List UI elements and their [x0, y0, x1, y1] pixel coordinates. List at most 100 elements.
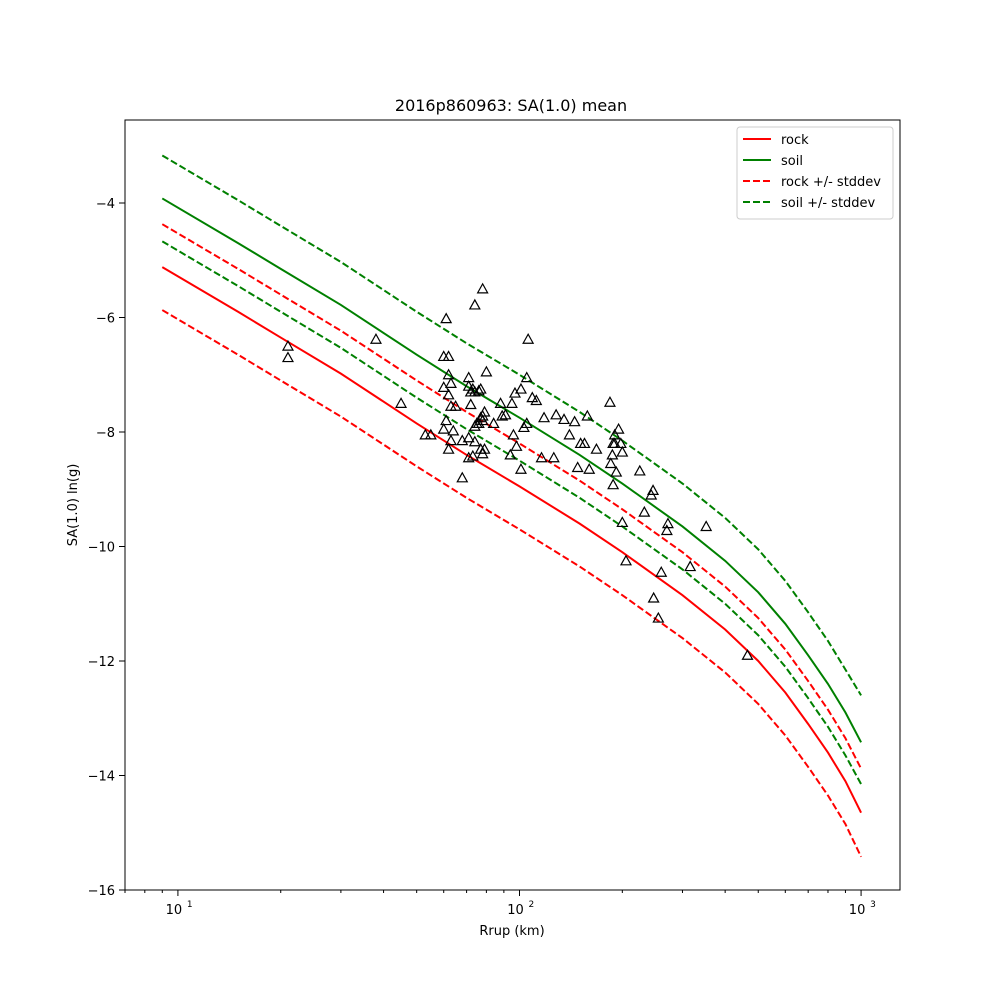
observation-point	[700, 520, 713, 532]
observation-point	[510, 440, 523, 451]
observation-point	[612, 422, 625, 434]
observation-point	[660, 524, 673, 536]
observation-point	[462, 451, 475, 463]
observation-point	[514, 462, 527, 474]
observation-point	[462, 431, 475, 443]
legend-label: rock +/- stddev	[781, 175, 881, 190]
observation-point	[610, 465, 623, 477]
observation-point	[444, 377, 457, 388]
observation-point	[476, 282, 489, 294]
observation-point	[468, 435, 481, 447]
observation-point	[281, 339, 294, 351]
observation-point	[557, 413, 571, 425]
observation-point	[647, 484, 660, 496]
observation-point	[496, 409, 509, 421]
observation-point	[369, 333, 382, 344]
x-axis: 10 1 10 2 10 3	[124, 890, 876, 918]
legend-label: soil +/- stddev	[781, 196, 876, 211]
observation-point	[466, 449, 479, 461]
observation-point	[638, 505, 651, 517]
observation-point	[505, 397, 518, 408]
observation-point	[616, 445, 629, 457]
observation-point	[437, 422, 450, 434]
x-axis-label: Rrup (km)	[479, 924, 544, 939]
observation-point	[661, 517, 674, 529]
x-tick-label-exponent: 3	[870, 900, 876, 910]
legend-box	[736, 126, 894, 220]
observation-point	[578, 437, 591, 449]
observation-point	[424, 428, 437, 440]
x-tick-label: 10	[166, 903, 183, 918]
observation-point	[444, 434, 457, 446]
observation-point	[652, 611, 665, 623]
observation-point	[530, 394, 543, 406]
observation-point	[647, 591, 660, 603]
observation-point	[514, 382, 527, 394]
observation-point	[507, 428, 520, 440]
y-tick-label: −12	[88, 655, 115, 670]
y-tick-label: −6	[96, 312, 115, 327]
observation-point	[538, 411, 551, 423]
observation-point	[571, 461, 584, 473]
plot-frame	[124, 119, 901, 891]
observation-point	[633, 464, 646, 476]
series-line-1	[161, 197, 862, 743]
x-tick-label-exponent: 2	[528, 900, 534, 910]
x-tick-label: 10	[507, 903, 524, 918]
observation-point	[590, 442, 603, 454]
observation-point	[741, 649, 754, 660]
observation-point	[395, 397, 408, 408]
observation-point	[563, 428, 576, 440]
observation-point	[440, 414, 453, 426]
observation-point	[464, 398, 477, 410]
observation-point	[619, 554, 633, 566]
y-axis-label: SA(1.0) ln(g)	[66, 464, 81, 547]
observation-points	[281, 282, 754, 660]
observation-point	[468, 298, 481, 310]
series-line-2	[161, 223, 862, 770]
observation-point	[442, 368, 455, 380]
y-tick-label: −4	[96, 197, 115, 212]
series-line-0	[161, 266, 862, 814]
observation-point	[447, 424, 460, 436]
observation-point	[440, 312, 453, 324]
observation-point	[499, 408, 512, 420]
y-tick-label: −10	[88, 541, 115, 556]
observation-point	[472, 417, 485, 429]
legend-label: rock	[781, 133, 809, 148]
observation-point	[655, 566, 668, 577]
legend: rock soil rock +/- stddev soil +/- stddev	[736, 126, 894, 220]
observation-point	[476, 414, 489, 426]
y-tick-label: −16	[88, 884, 115, 899]
x-tick-label: 10	[849, 903, 866, 918]
observation-point	[456, 471, 469, 483]
observation-point	[472, 384, 485, 396]
observation-point	[583, 462, 596, 474]
observation-point	[606, 448, 619, 460]
observation-point	[608, 437, 621, 449]
observation-point	[468, 385, 481, 397]
observation-point	[568, 415, 581, 427]
observation-point	[478, 442, 491, 454]
observation-point	[604, 457, 617, 469]
observation-point	[281, 351, 294, 363]
y-tick-label: −8	[96, 426, 115, 441]
observation-point	[442, 350, 455, 362]
observation-point	[603, 396, 616, 407]
observation-point	[442, 388, 455, 400]
legend-label: soil	[781, 154, 803, 169]
observation-point	[535, 451, 548, 463]
observation-point	[684, 560, 697, 572]
observation-point	[478, 405, 491, 417]
observation-point	[614, 437, 627, 449]
observation-point	[449, 400, 462, 411]
observation-point	[480, 365, 493, 377]
observation-point	[487, 417, 500, 429]
observation-point	[520, 417, 533, 429]
series-layer	[161, 154, 862, 858]
observation-point	[504, 448, 517, 460]
observation-point	[550, 408, 563, 420]
observation-point	[520, 371, 533, 383]
observation-point	[442, 442, 455, 454]
